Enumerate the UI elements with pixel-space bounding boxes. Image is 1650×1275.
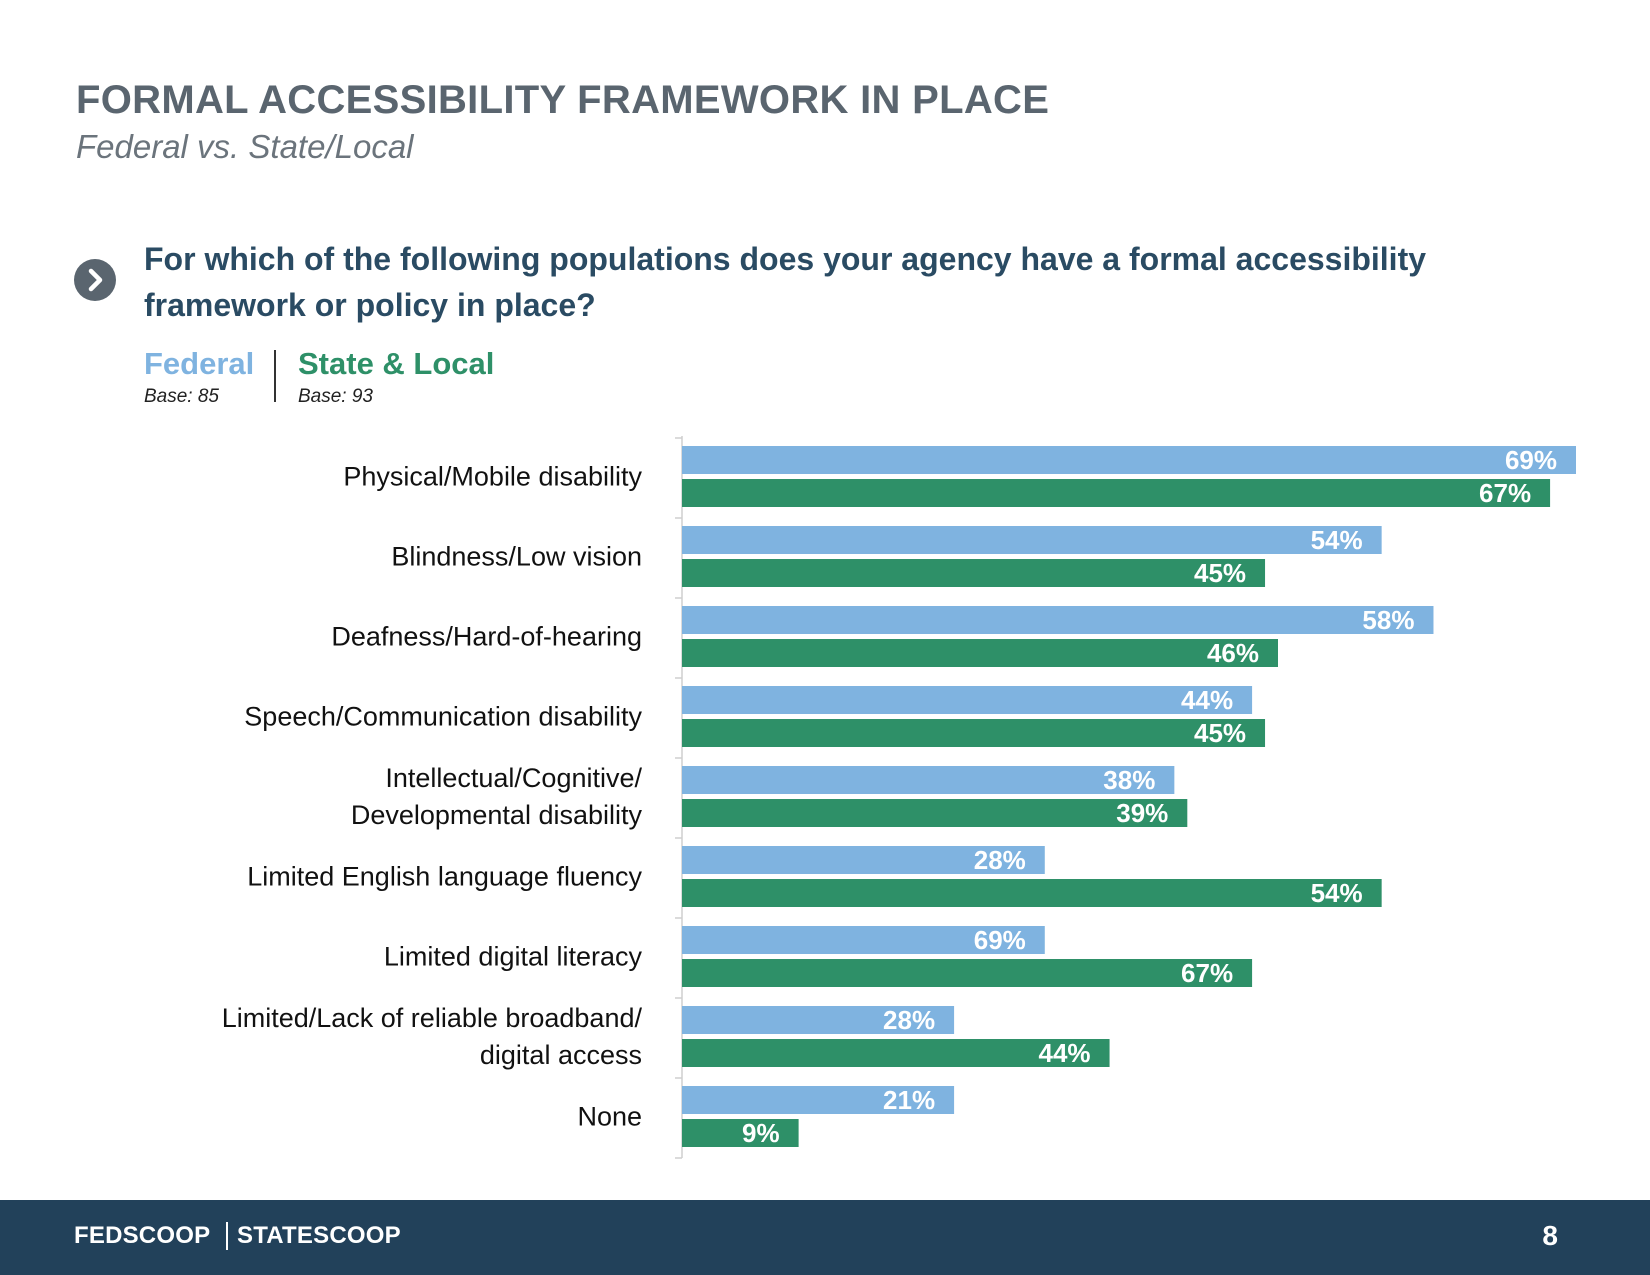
data-label: 21% (883, 1085, 935, 1115)
category-label: Blindness/Low vision (391, 542, 642, 572)
data-label: 39% (1116, 798, 1168, 828)
data-label: 44% (1181, 685, 1233, 715)
category-label: Intellectual/Cognitive/ (385, 763, 642, 793)
page-subtitle: Federal vs. State/Local (76, 128, 414, 165)
survey-question: For which of the following populations d… (144, 241, 1427, 323)
legend-state-local-base: Base: 93 (298, 386, 373, 407)
data-label: 54% (1311, 878, 1363, 908)
category-label: Limited English language fluency (247, 862, 642, 892)
bar-federal (682, 846, 1045, 874)
bar-federal (682, 446, 1576, 474)
bar-chart: Physical/Mobile disability69%67%Blindnes… (222, 436, 1576, 1159)
data-label: 69% (974, 925, 1026, 955)
bar-state-local (682, 959, 1253, 987)
category-label: Developmental disability (351, 800, 643, 830)
bar-state-local (682, 479, 1551, 507)
bar-state-local (682, 639, 1278, 667)
bar-federal (682, 1006, 955, 1034)
data-label: 38% (1103, 765, 1155, 795)
bar-state-local (682, 879, 1382, 907)
footer: FEDSCOOP STATESCOOP 8 (0, 1200, 1650, 1275)
category-label: Deafness/Hard-of-hearing (331, 622, 642, 652)
category-label: Physical/Mobile disability (343, 462, 642, 492)
legend-federal: Federal (144, 346, 255, 381)
data-label: 54% (1311, 525, 1363, 555)
bar-state-local (682, 799, 1188, 827)
page-number: 8 (1542, 1220, 1558, 1251)
legend-federal-base: Base: 85 (144, 386, 219, 407)
legend-state-local: State & Local (298, 346, 495, 381)
category-label: digital access (480, 1040, 642, 1070)
data-label: 28% (974, 845, 1026, 875)
data-label: 28% (883, 1005, 935, 1035)
data-label: 44% (1039, 1038, 1091, 1068)
bar-federal (682, 1086, 955, 1114)
footer-divider (226, 1222, 228, 1250)
bar-federal (682, 686, 1253, 714)
chevron-right-icon (74, 259, 116, 301)
bar-state-local (682, 1119, 799, 1147)
category-label: Limited digital literacy (384, 942, 643, 972)
page-title: FORMAL ACCESSIBILITY FRAMEWORK IN PLACE (76, 78, 1050, 122)
category-label: Speech/Communication disability (244, 702, 642, 732)
data-label: 45% (1194, 558, 1246, 588)
bar-state-local (682, 1039, 1110, 1067)
category-label: Limited/Lack of reliable broadband/ (222, 1003, 643, 1033)
data-label: 9% (742, 1118, 780, 1148)
data-label: 58% (1362, 605, 1414, 635)
bar-federal (682, 606, 1434, 634)
category-label: None (577, 1102, 642, 1132)
bar-state-local (682, 719, 1266, 747)
legend-divider (274, 350, 276, 402)
footer-brand-statescoop: STATESCOOP (237, 1222, 401, 1249)
bar-state-local (682, 559, 1266, 587)
data-label: 67% (1479, 478, 1531, 508)
bar-federal (682, 926, 1045, 954)
data-label: 69% (1505, 445, 1557, 475)
footer-brand-fedscoop: FEDSCOOP (74, 1222, 211, 1249)
bar-federal (682, 766, 1175, 794)
data-label: 45% (1194, 718, 1246, 748)
data-label: 46% (1207, 638, 1259, 668)
bar-federal (682, 526, 1382, 554)
data-label: 67% (1181, 958, 1233, 988)
